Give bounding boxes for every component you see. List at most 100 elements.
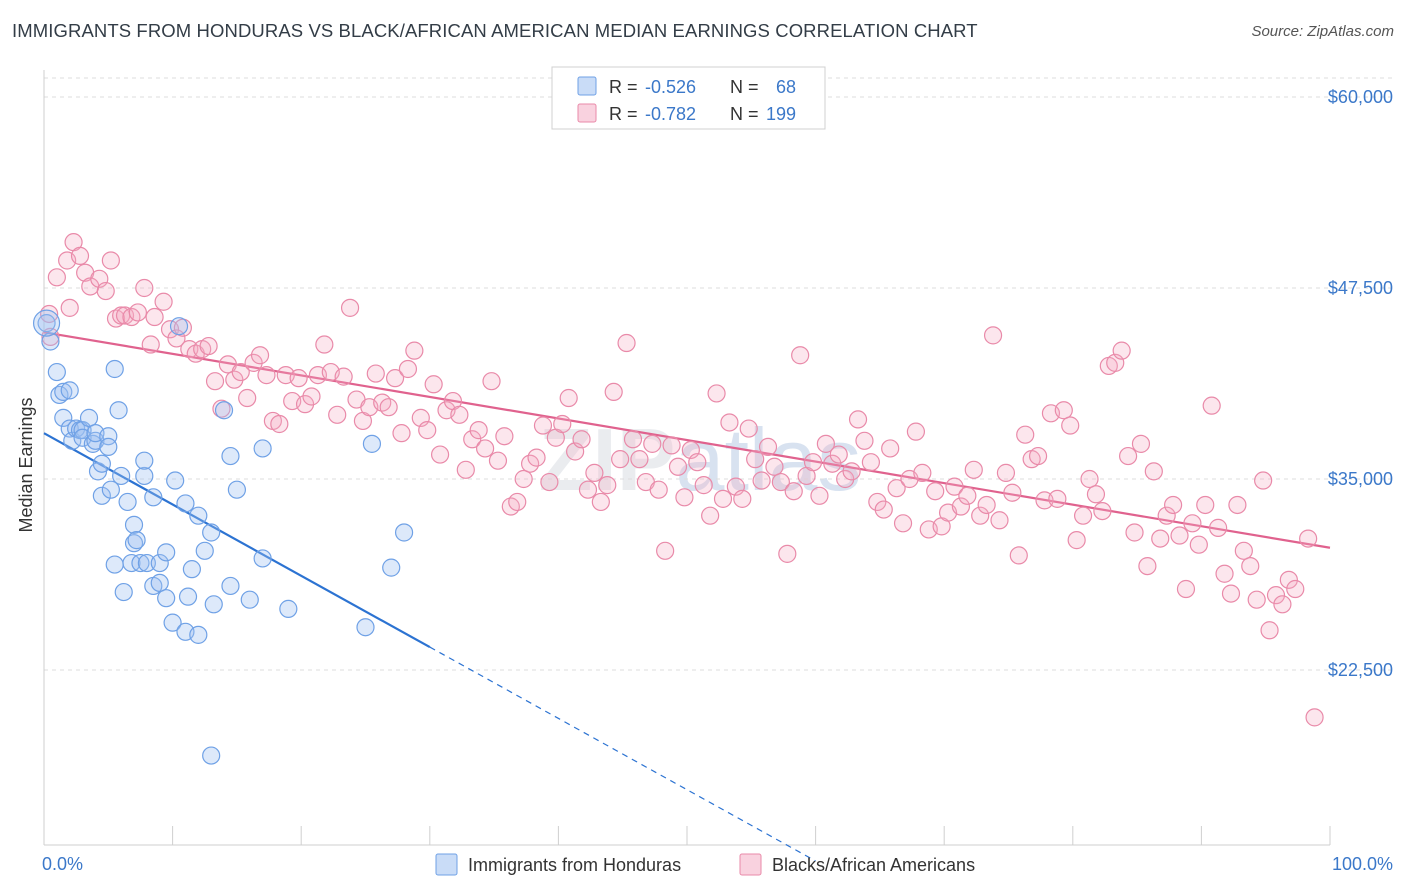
black-point-11 bbox=[101, 251, 120, 270]
black-point-172 bbox=[1131, 434, 1151, 453]
black-point-10 bbox=[96, 281, 115, 301]
honduras-point-35 bbox=[135, 451, 154, 470]
black-point-143 bbox=[945, 477, 964, 496]
black-point-16 bbox=[128, 303, 147, 322]
legend-r-value-2: -0.782 bbox=[645, 104, 696, 124]
black-point-126 bbox=[836, 469, 855, 489]
black-point-196 bbox=[1286, 579, 1305, 599]
black-point-153 bbox=[1009, 546, 1028, 565]
legend-n-value-2: 199 bbox=[766, 104, 796, 124]
black-point-6 bbox=[70, 246, 90, 266]
black-point-19 bbox=[145, 307, 164, 327]
black-point-131 bbox=[868, 492, 887, 512]
black-point-75 bbox=[508, 492, 527, 512]
honduras-point-45 bbox=[169, 317, 189, 336]
black-point-144 bbox=[951, 497, 971, 516]
black-point-135 bbox=[893, 514, 913, 533]
black-point-104 bbox=[694, 476, 713, 495]
honduras-point-57 bbox=[221, 446, 240, 466]
honduras-point-51 bbox=[189, 625, 208, 644]
black-point-61 bbox=[418, 421, 437, 440]
black-point-134 bbox=[887, 479, 906, 498]
honduras-point-36 bbox=[137, 553, 156, 573]
honduras-point-23 bbox=[105, 555, 124, 574]
black-point-100 bbox=[668, 457, 688, 476]
black-point-118 bbox=[784, 482, 803, 501]
honduras-point-64 bbox=[362, 434, 382, 453]
black-point-72 bbox=[488, 451, 508, 470]
series-blacks-african-americans bbox=[40, 233, 1324, 727]
black-point-49 bbox=[340, 298, 360, 317]
trend-line-black bbox=[43, 331, 1331, 549]
honduras-point-42 bbox=[157, 589, 176, 608]
honduras-point-32 bbox=[127, 531, 146, 550]
y-tick-label-3: $60,000 bbox=[1328, 87, 1393, 107]
black-point-69 bbox=[469, 421, 488, 440]
black-point-174 bbox=[1144, 462, 1163, 481]
black-point-18 bbox=[141, 335, 160, 354]
black-point-4 bbox=[60, 298, 79, 317]
black-point-178 bbox=[1170, 526, 1189, 545]
black-point-194 bbox=[1273, 595, 1292, 614]
black-point-150 bbox=[990, 511, 1009, 530]
bottom-legend-label-black: Blacks/African Americans bbox=[772, 855, 975, 875]
honduras-point-24 bbox=[105, 359, 124, 379]
honduras-point-0 bbox=[37, 314, 56, 333]
honduras-point-43 bbox=[163, 613, 182, 632]
honduras-point-14 bbox=[83, 434, 102, 453]
honduras-point-41 bbox=[157, 543, 176, 562]
honduras-point-40 bbox=[150, 553, 169, 573]
honduras-point-62 bbox=[279, 599, 298, 618]
black-point-198 bbox=[1305, 708, 1324, 727]
black-point-71 bbox=[482, 372, 501, 391]
honduras-point-21 bbox=[99, 437, 118, 457]
honduras-point-50 bbox=[189, 506, 208, 525]
x-tick-label-0: 0.0% bbox=[42, 854, 83, 874]
black-point-179 bbox=[1176, 579, 1196, 599]
legend-r-label-1: R = bbox=[609, 77, 638, 97]
series-legend: Immigrants from Honduras Blacks/African … bbox=[435, 853, 975, 876]
black-point-193 bbox=[1266, 586, 1286, 605]
black-point-47 bbox=[328, 405, 347, 424]
black-point-151 bbox=[996, 463, 1016, 482]
black-point-89 bbox=[598, 476, 617, 495]
honduras-point-5 bbox=[54, 382, 73, 402]
black-point-175 bbox=[1151, 529, 1170, 548]
y-tick-label-1: $35,000 bbox=[1328, 469, 1393, 489]
black-point-91 bbox=[611, 450, 630, 469]
black-point-117 bbox=[778, 544, 797, 563]
black-point-48 bbox=[334, 367, 353, 386]
black-point-185 bbox=[1215, 564, 1234, 583]
black-point-45 bbox=[315, 335, 334, 354]
legend-swatch-pink bbox=[577, 103, 597, 123]
black-point-101 bbox=[675, 488, 694, 507]
black-point-112 bbox=[746, 450, 765, 469]
honduras-point-28 bbox=[118, 492, 137, 512]
black-point-111 bbox=[739, 419, 758, 438]
black-point-186 bbox=[1221, 584, 1241, 603]
honduras-point-55 bbox=[214, 401, 234, 420]
black-point-66 bbox=[450, 405, 469, 424]
black-point-86 bbox=[578, 480, 598, 499]
black-point-183 bbox=[1202, 396, 1221, 415]
black-point-161 bbox=[1061, 416, 1080, 435]
black-point-192 bbox=[1260, 621, 1279, 640]
black-point-170 bbox=[1118, 446, 1138, 466]
black-point-88 bbox=[591, 492, 610, 512]
black-point-43 bbox=[302, 387, 321, 406]
black-point-146 bbox=[964, 460, 983, 479]
black-point-190 bbox=[1247, 590, 1266, 609]
legend-n-label-1: N = bbox=[730, 77, 759, 97]
black-point-127 bbox=[842, 462, 861, 481]
black-point-173 bbox=[1138, 556, 1157, 576]
black-point-97 bbox=[649, 480, 668, 499]
black-point-70 bbox=[475, 439, 495, 458]
black-point-116 bbox=[771, 472, 790, 492]
honduras-point-63 bbox=[356, 618, 375, 637]
black-point-58 bbox=[398, 359, 418, 379]
honduras-point-30 bbox=[124, 534, 144, 553]
axes bbox=[43, 70, 1331, 846]
honduras-point-58 bbox=[227, 480, 246, 499]
honduras-point-34 bbox=[135, 466, 154, 486]
honduras-point-20 bbox=[99, 427, 118, 446]
